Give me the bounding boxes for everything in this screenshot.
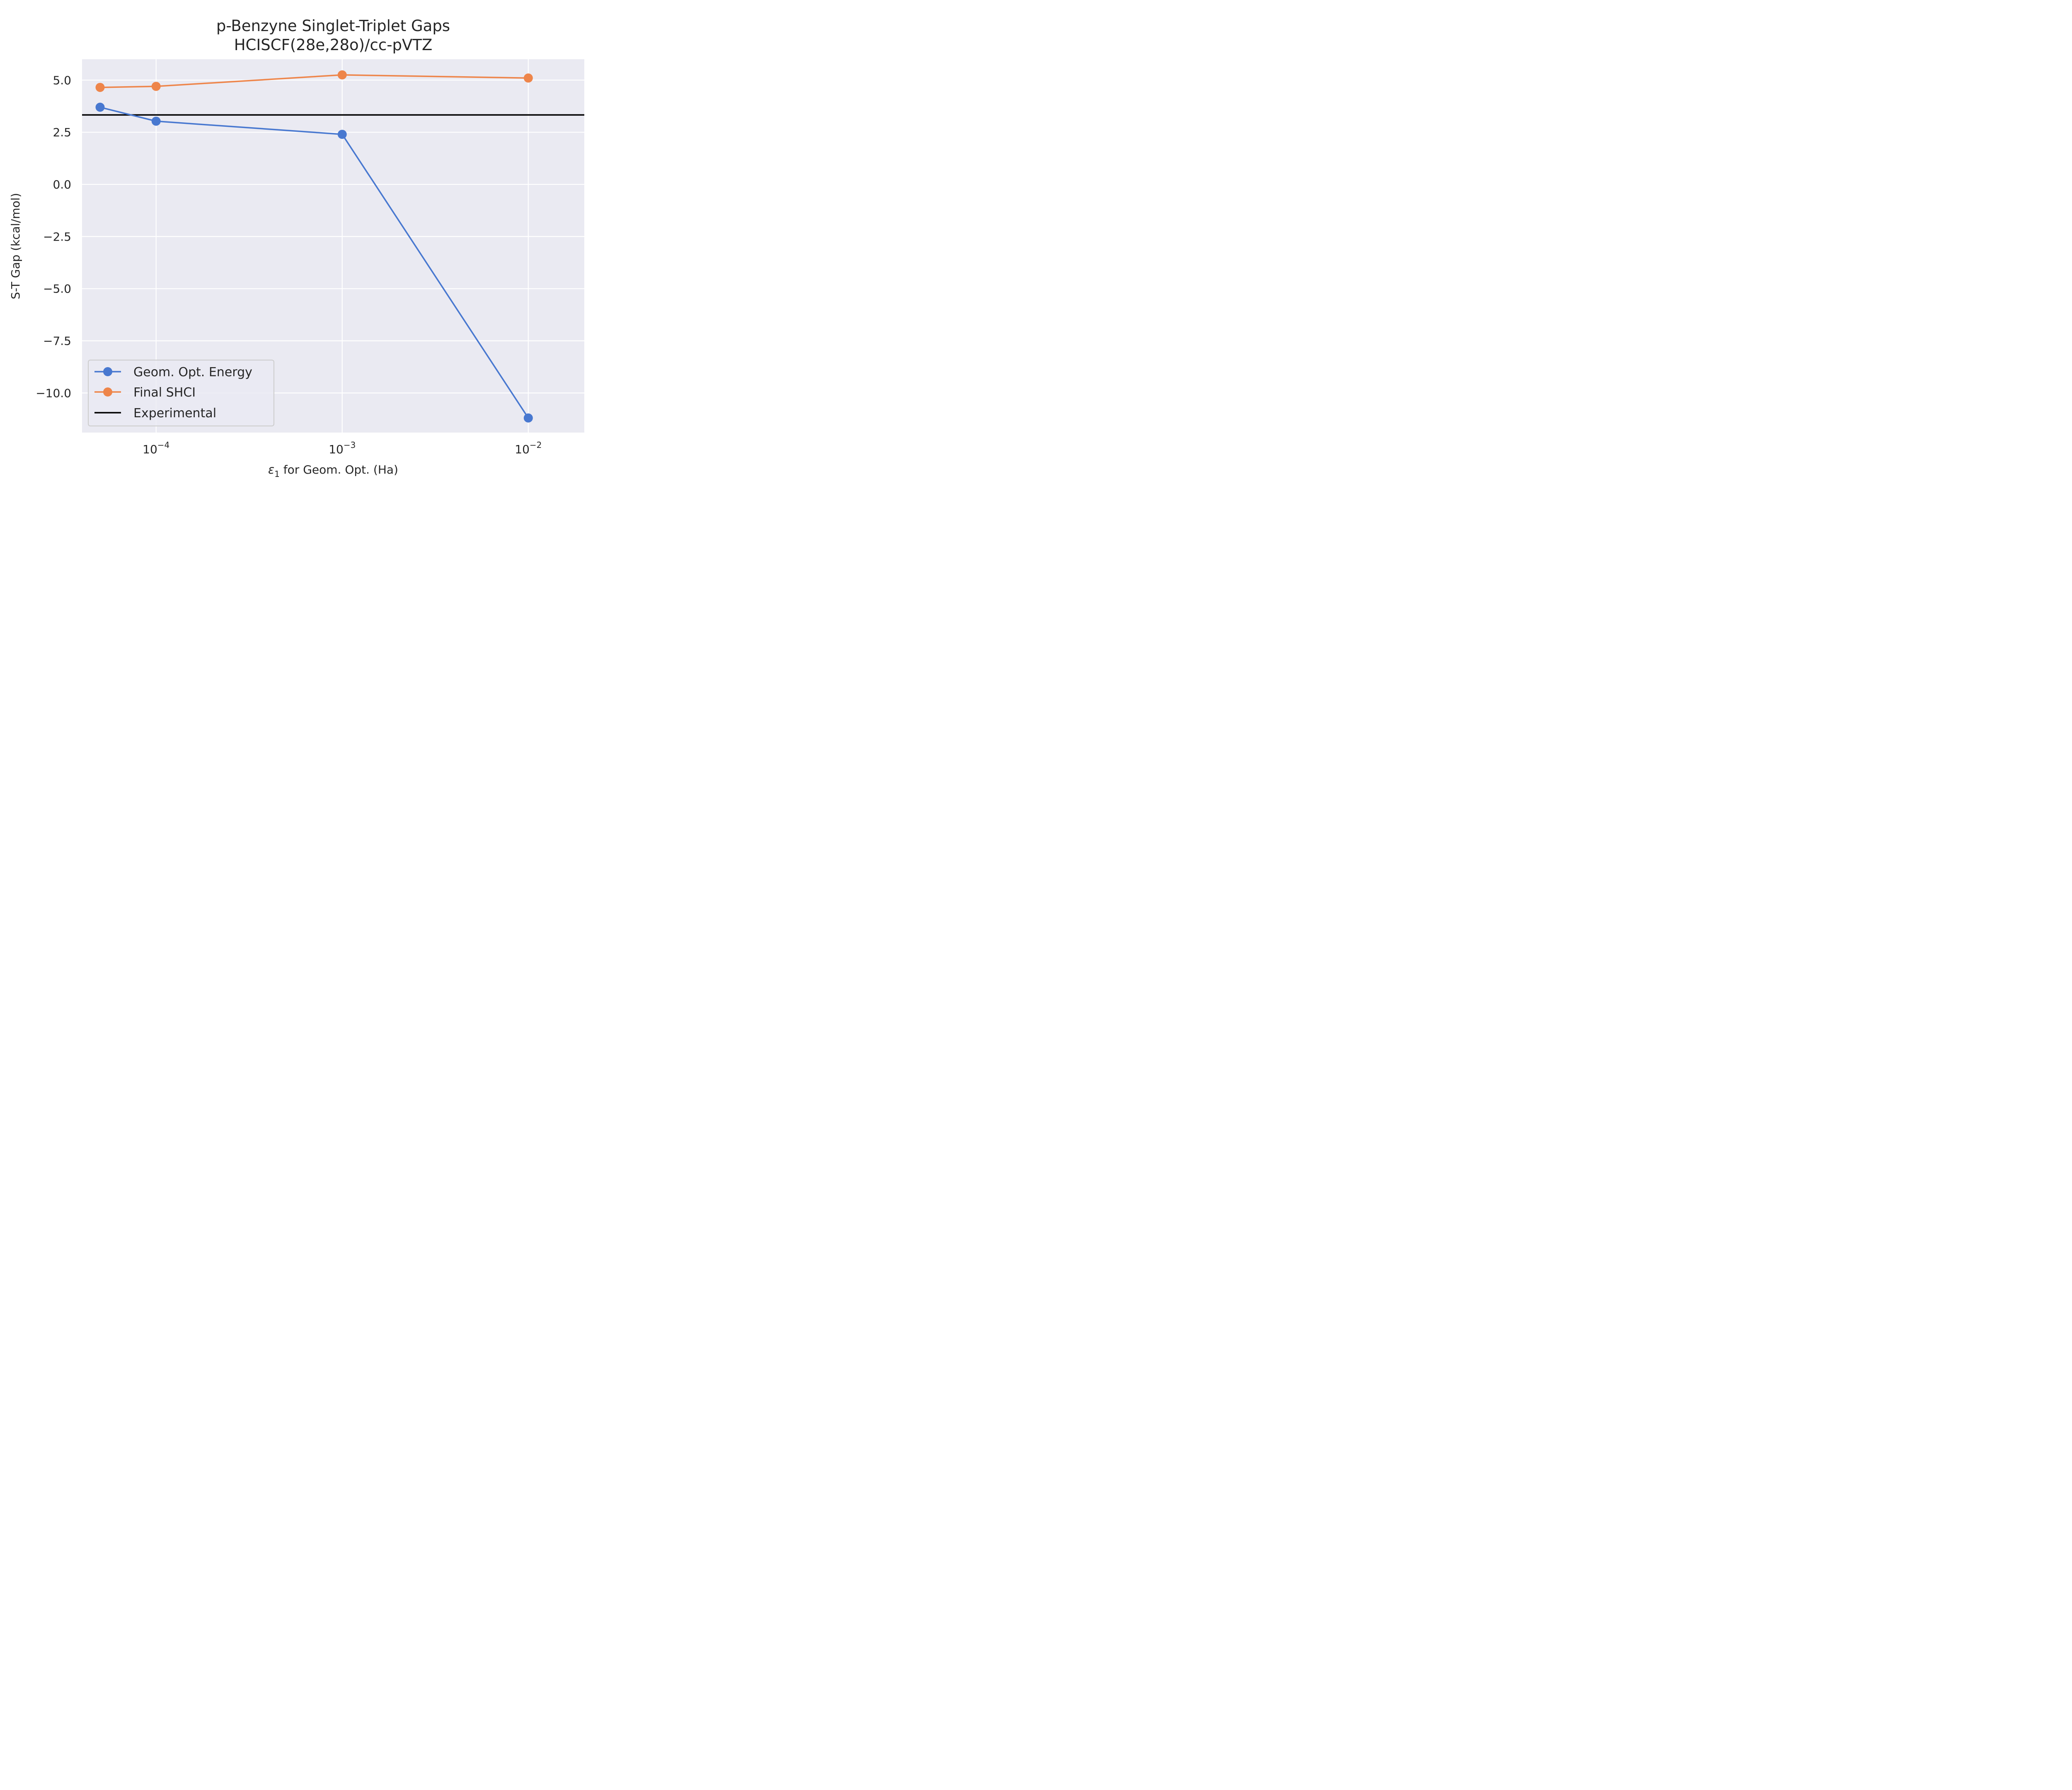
data-point-geom-opt — [523, 413, 533, 423]
x-tick-label: 10−3 — [329, 440, 356, 456]
series-line-final-shci — [100, 74, 528, 88]
legend-label-experimental: Experimental — [133, 406, 216, 421]
chart: p-Benzyne Singlet-Triplet Gaps HCISCF(28… — [0, 0, 643, 482]
legend-box — [88, 360, 274, 426]
y-tick-label: −10.0 — [36, 386, 71, 400]
data-point-final-shci — [337, 70, 347, 80]
y-tick-label: 5.0 — [53, 73, 71, 87]
x-axis-label: ε1 for Geom. Opt. (Ha) — [268, 463, 398, 479]
y-tick-label: −5.0 — [43, 282, 71, 296]
data-point-final-shci — [523, 73, 533, 83]
x-tick-labels: 10−4 10−3 10−2 — [143, 440, 542, 456]
chart-title: p-Benzyne Singlet-Triplet Gaps — [216, 17, 450, 35]
y-tick-label: 2.5 — [53, 126, 71, 139]
y-tick-label: −2.5 — [43, 230, 71, 244]
legend-marker-shci — [103, 387, 112, 397]
series-line-geom-opt — [100, 106, 529, 418]
data-point-final-shci — [95, 82, 105, 92]
legend-marker-geom — [103, 367, 112, 376]
x-tick-label: 10−2 — [515, 440, 542, 456]
data-point-geom-opt — [95, 102, 105, 112]
data-point-geom-opt — [151, 116, 161, 126]
legend-label-shci: Final SHCI — [133, 385, 196, 400]
legend: Geom. Opt. Energy Final SHCI Experimenta… — [88, 360, 274, 426]
series-layer — [95, 70, 533, 423]
x-axis-subscript: 1 — [274, 469, 280, 479]
data-point-final-shci — [151, 82, 161, 91]
y-tick-labels: 5.0 2.5 0.0 −2.5 −5.0 −7.5 −10.0 — [36, 73, 71, 400]
legend-label-geom: Geom. Opt. Energy — [133, 365, 252, 380]
y-tick-label: 0.0 — [53, 178, 71, 191]
x-tick-label: 10−4 — [143, 440, 169, 456]
data-point-geom-opt — [337, 130, 347, 139]
y-axis-label: S-T Gap (kcal/mol) — [9, 193, 22, 300]
chart-subtitle: HCISCF(28e,28o)/cc-pVTZ — [234, 36, 433, 54]
y-tick-label: −7.5 — [43, 334, 71, 348]
